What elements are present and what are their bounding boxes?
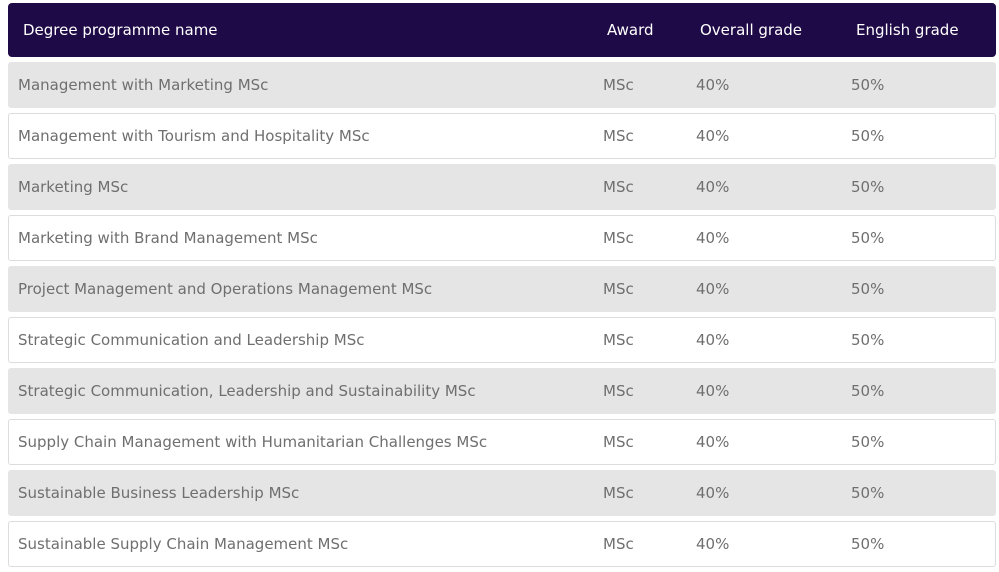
cell-award: MSc xyxy=(603,331,634,349)
cell-english-grade: 50% xyxy=(851,280,885,298)
cell-programme-name: Management with Marketing MSc xyxy=(18,76,269,94)
header-award: Award xyxy=(607,21,654,39)
table-row: Project Management and Operations Manage… xyxy=(8,266,996,312)
cell-overall-grade: 40% xyxy=(696,433,730,451)
cell-english-grade: 50% xyxy=(851,76,885,94)
cell-programme-name: Sustainable Business Leadership MSc xyxy=(18,484,300,502)
table-body: Management with Marketing MSc MSc 40% 50… xyxy=(8,62,996,567)
table-row: Strategic Communication, Leadership and … xyxy=(8,368,996,414)
cell-programme-name: Management with Tourism and Hospitality … xyxy=(18,127,370,145)
cell-english-grade: 50% xyxy=(851,229,885,247)
header-degree-programme-name: Degree programme name xyxy=(23,21,218,39)
table-row: Sustainable Business Leadership MSc MSc … xyxy=(8,470,996,516)
cell-overall-grade: 40% xyxy=(696,484,730,502)
cell-programme-name: Strategic Communication and Leadership M… xyxy=(18,331,365,349)
cell-award: MSc xyxy=(603,433,634,451)
cell-award: MSc xyxy=(603,178,634,196)
table-row: Strategic Communication and Leadership M… xyxy=(8,317,996,363)
cell-overall-grade: 40% xyxy=(696,178,730,196)
cell-programme-name: Project Management and Operations Manage… xyxy=(18,280,433,298)
cell-overall-grade: 40% xyxy=(696,127,730,145)
cell-overall-grade: 40% xyxy=(696,76,730,94)
cell-english-grade: 50% xyxy=(851,382,885,400)
header-overall-grade: Overall grade xyxy=(700,21,803,39)
table-row: Marketing MSc MSc 40% 50% xyxy=(8,164,996,210)
header-english-grade: English grade xyxy=(856,21,959,39)
cell-english-grade: 50% xyxy=(851,331,885,349)
degree-programme-table: Degree programme name Award Overall grad… xyxy=(8,3,996,572)
table-row: Sustainable Supply Chain Management MSc … xyxy=(8,521,996,567)
cell-award: MSc xyxy=(603,229,634,247)
table-row: Supply Chain Management with Humanitaria… xyxy=(8,419,996,465)
cell-english-grade: 50% xyxy=(851,127,885,145)
cell-english-grade: 50% xyxy=(851,178,885,196)
cell-programme-name: Marketing MSc xyxy=(18,178,129,196)
cell-english-grade: 50% xyxy=(851,535,885,553)
cell-overall-grade: 40% xyxy=(696,229,730,247)
cell-programme-name: Marketing with Brand Management MSc xyxy=(18,229,318,247)
cell-programme-name: Supply Chain Management with Humanitaria… xyxy=(18,433,488,451)
cell-overall-grade: 40% xyxy=(696,382,730,400)
cell-award: MSc xyxy=(603,127,634,145)
cell-english-grade: 50% xyxy=(851,484,885,502)
cell-award: MSc xyxy=(603,535,634,553)
cell-award: MSc xyxy=(603,484,634,502)
cell-overall-grade: 40% xyxy=(696,331,730,349)
cell-award: MSc xyxy=(603,382,634,400)
cell-programme-name: Strategic Communication, Leadership and … xyxy=(18,382,476,400)
cell-overall-grade: 40% xyxy=(696,280,730,298)
cell-overall-grade: 40% xyxy=(696,535,730,553)
cell-english-grade: 50% xyxy=(851,433,885,451)
table-row: Management with Tourism and Hospitality … xyxy=(8,113,996,159)
cell-programme-name: Sustainable Supply Chain Management MSc xyxy=(18,535,349,553)
table-header: Degree programme name Award Overall grad… xyxy=(8,3,996,57)
table-row: Marketing with Brand Management MSc MSc … xyxy=(8,215,996,261)
table-row: Management with Marketing MSc MSc 40% 50… xyxy=(8,62,996,108)
cell-award: MSc xyxy=(603,76,634,94)
cell-award: MSc xyxy=(603,280,634,298)
